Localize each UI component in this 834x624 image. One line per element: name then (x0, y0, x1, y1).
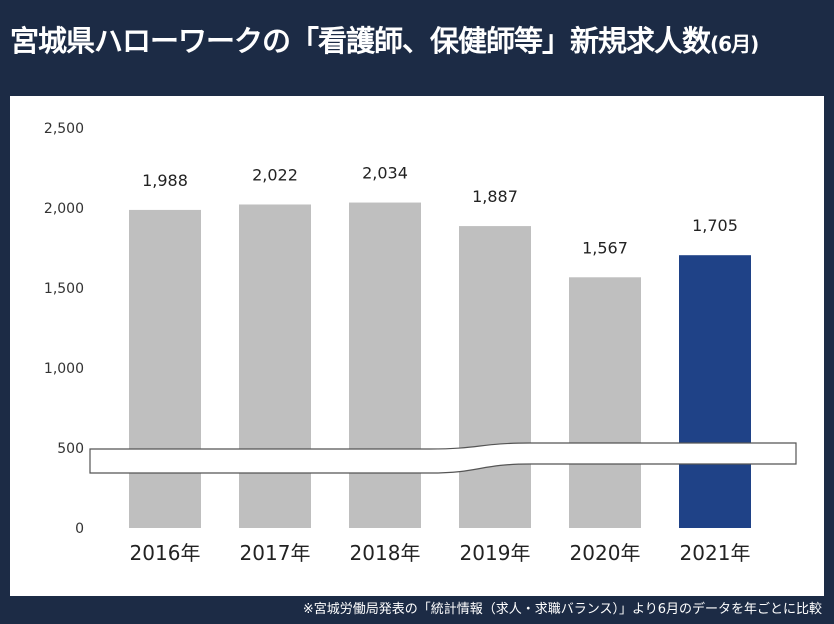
data-label: 1,567 (582, 238, 628, 257)
data-label: 1,887 (472, 187, 518, 206)
bar (239, 204, 311, 528)
data-label: 1,988 (142, 171, 188, 190)
chart-title: 宮城県ハローワークの「看護師、保健師等」新規求人数(6月) (10, 18, 830, 60)
x-tick-label: 2021年 (680, 541, 751, 565)
y-tick-label: 2,000 (44, 201, 84, 217)
x-tick-label: 2019年 (460, 541, 531, 565)
y-tick-label: 2,500 (44, 121, 84, 137)
x-tick-label: 2017年 (240, 541, 311, 565)
data-label: 2,022 (252, 165, 298, 184)
bar (349, 202, 421, 528)
bar (569, 277, 641, 528)
data-label: 1,705 (692, 216, 738, 235)
bar (459, 226, 531, 528)
y-tick-label: 500 (57, 441, 84, 457)
y-tick-label: 1,500 (44, 281, 84, 297)
bar (129, 209, 201, 529)
bar-chart: 0 500 1,000 1,500 2,000 2,500 1,988 2016年 2,022 2… (44, 121, 797, 565)
data-label: 2,034 (362, 164, 408, 183)
x-tick-label: 2020年 (570, 541, 641, 565)
y-tick-label: 0 (75, 521, 84, 537)
axis-break-band (89, 442, 797, 474)
source-footnote: ※宮城労働局発表の「統計情報（求人・求職バランス）」より6月のデータを年ごとに比… (302, 602, 822, 617)
title-unit: (6月) (710, 32, 759, 56)
y-tick-label: 1,000 (44, 361, 84, 377)
x-tick-label: 2016年 (130, 541, 201, 565)
chart-panel: 0 500 1,000 1,500 2,000 2,500 1,988 2016年 2,022 2… (10, 96, 824, 596)
title-main: 宮城県ハローワークの「看護師、保健師等」新規求人数 (10, 24, 711, 58)
x-tick-label: 2018年 (350, 541, 421, 565)
bar (679, 255, 751, 528)
